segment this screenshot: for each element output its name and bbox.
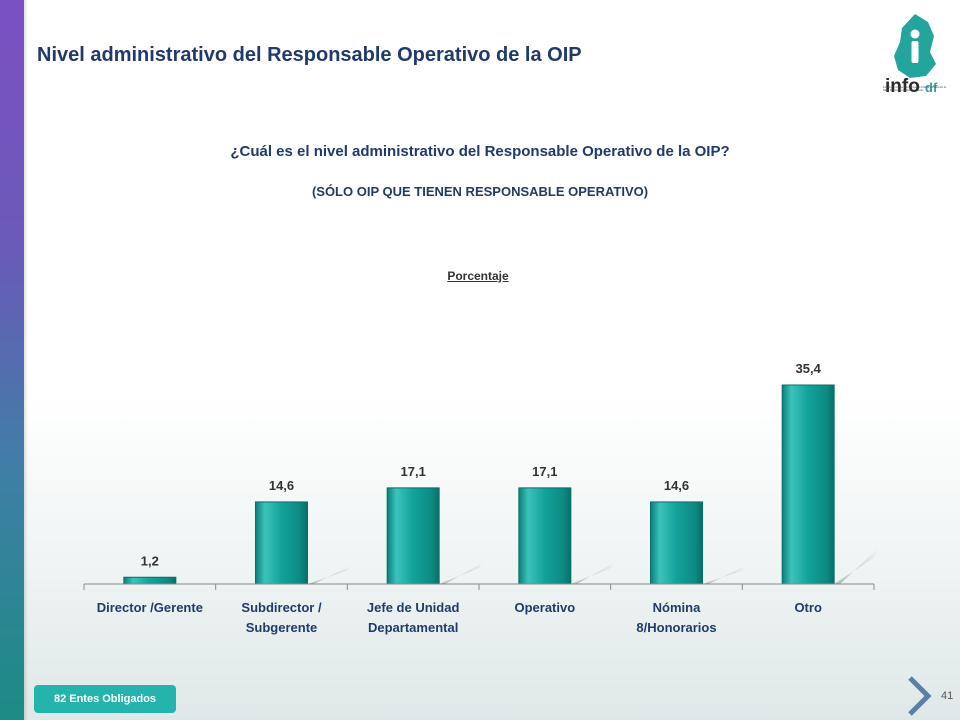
bar-shadow bbox=[570, 562, 615, 584]
logo-person-head bbox=[910, 29, 920, 39]
bar-value-label: 14,6 bbox=[269, 478, 294, 493]
bar bbox=[123, 576, 177, 585]
bar bbox=[255, 501, 308, 585]
bar-shadow bbox=[439, 562, 484, 584]
logo-text-main: info bbox=[885, 76, 920, 97]
bar-shadow bbox=[702, 565, 747, 584]
entes-obligados-badge: 82 Entes Obligados bbox=[34, 685, 176, 713]
x-tick-label-line: Nómina bbox=[653, 600, 701, 615]
bar-value-label: 17,1 bbox=[401, 464, 426, 479]
bar-shadow bbox=[834, 548, 879, 584]
logo-tagline: Instituto de Acceso a la Información Púb… bbox=[883, 86, 947, 92]
bar-value-label: 35,4 bbox=[796, 361, 822, 376]
chart-subtitle: (SÓLO OIP QUE TIENEN RESPONSABLE OPERATI… bbox=[311, 184, 649, 199]
bar-value-label: 17,1 bbox=[532, 464, 557, 479]
left-accent-bar bbox=[0, 0, 24, 720]
x-tick-label-line: Jefe de Unidad bbox=[367, 600, 460, 615]
logo-text-suffix: df bbox=[925, 80, 938, 95]
bar bbox=[386, 487, 440, 585]
bar-shadow bbox=[307, 565, 352, 584]
x-tick-label: Otro bbox=[794, 600, 822, 615]
bar-value-label: 14,6 bbox=[664, 478, 689, 493]
x-tick-label-line: Departamental bbox=[368, 620, 458, 635]
x-tick-label: Jefe de Unidad Departamental bbox=[367, 600, 460, 635]
x-tick-label-line: Subgerente bbox=[246, 620, 318, 635]
chart-title: ¿Cuál es el nivel administrativo del Res… bbox=[230, 143, 730, 160]
bar bbox=[518, 487, 572, 585]
x-tick-label-line: Director /Gerente bbox=[97, 600, 203, 615]
bar bbox=[781, 384, 835, 585]
x-tick-label-line: Operativo bbox=[514, 600, 575, 615]
x-tick-label: Subdirector / Subgerente bbox=[241, 600, 322, 635]
chevron-right-icon[interactable] bbox=[906, 676, 932, 716]
logo-person-body bbox=[911, 41, 919, 63]
x-tick-label-line: 8/Honorarios bbox=[636, 620, 716, 635]
slide-title: Nivel administrativo del Responsable Ope… bbox=[37, 44, 582, 66]
bar bbox=[650, 501, 703, 585]
page-number: 41 bbox=[941, 690, 954, 702]
x-tick-label: Operativo bbox=[514, 600, 575, 615]
x-tick-label-line: Subdirector / bbox=[241, 600, 322, 615]
info-df-logo: info df bbox=[885, 14, 938, 97]
x-tick-label: Director /Gerente bbox=[97, 600, 203, 615]
x-tick-label: Nómina 8/Honorarios bbox=[636, 600, 716, 635]
left-accent-shadow bbox=[24, 0, 28, 720]
x-tick-label-line: Otro bbox=[794, 600, 822, 615]
chart-unit-label: Porcentaje bbox=[447, 269, 509, 283]
bar-value-label: 1,2 bbox=[141, 553, 159, 568]
